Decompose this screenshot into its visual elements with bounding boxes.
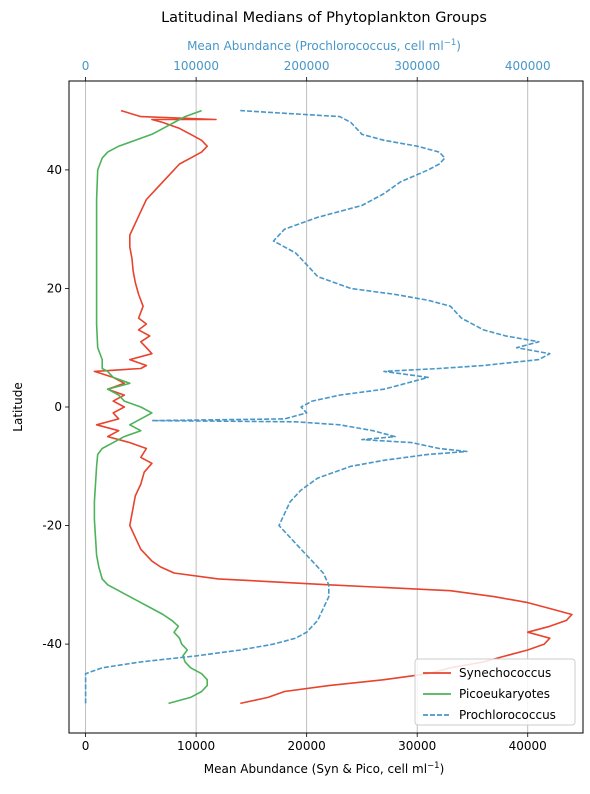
x-axis-label-top-sup: −1 [444,38,457,48]
y-tick-label-0: -40 [42,637,62,651]
x-axis-label-top-prefix: Mean Abundance (Prochlorococcus, cell ml [187,39,444,53]
x-axis-label-bottom-sup: −1 [427,761,440,771]
x-tick-label-top-0: 0 [82,59,90,73]
chart-title: Latitudinal Medians of Phytoplankton Gro… [161,10,487,26]
x-axis-label-bottom-prefix: Mean Abundance (Syn & Pico, cell ml [204,762,427,776]
legend: Synechococcus Picoeukaryotes Prochlorococc… [414,658,576,726]
axis-layer: 0 10000 20000 30000 400000 100000 200000 300000… [42,59,550,753]
x-tick-label-bottom-3: 30000 [398,739,436,753]
x-tick-label-top-2: 200000 [284,59,330,73]
y-tick-label-3: 20 [47,281,62,295]
series-line-prochlorococcus [84,109,551,704]
x-tick-label-bottom-2: 20000 [288,739,326,753]
y-tick-label-2: 0 [54,400,62,414]
y-tick-label-1: -20 [42,519,62,533]
x-tick-label-bottom-1: 10000 [177,739,215,753]
series-line-picoeukaryotes [93,109,208,705]
y-tick-label-4: 40 [47,163,62,177]
series-line-synechococcus [93,109,573,705]
x-tick-label-top-4: 400000 [505,59,551,73]
x-tick-label-top-3: 300000 [394,59,440,73]
x-tick-label-top-1: 100000 [173,59,219,73]
x-axis-label-top: Mean Abundance (Prochlorococcus, cell ml… [187,38,461,53]
x-tick-label-bottom-0: 0 [82,739,90,753]
y-axis-label: Latitude [11,382,25,431]
legend-box [414,658,576,726]
legend-label-picoeukaryotes: Picoeukaryotes [459,687,550,701]
legend-label-synechococcus: Synechococcus [459,666,551,680]
grid-layer [85,81,529,733]
x-tick-label-bottom-4: 40000 [509,739,547,753]
x-axis-label-top-suffix: ) [456,39,461,53]
series-layer [84,109,573,705]
legend-label-prochlorococcus: Prochlorococcus [459,708,556,722]
x-axis-label-bottom-suffix: ) [440,762,445,776]
x-axis-label-bottom: Mean Abundance (Syn & Pico, cell ml−1) [204,761,445,776]
